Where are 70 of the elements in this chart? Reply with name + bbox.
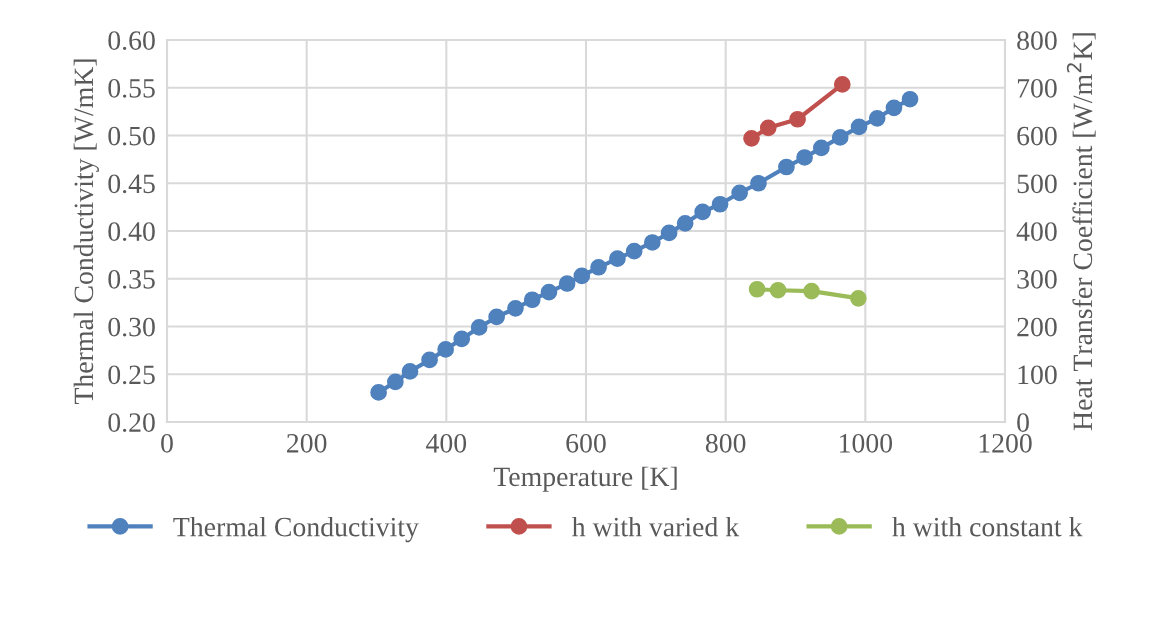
point — [625, 242, 643, 260]
point — [507, 300, 524, 317]
point — [590, 258, 607, 276]
x-tick-label: 200 — [287, 433, 327, 453]
point — [558, 275, 576, 292]
point — [796, 149, 813, 166]
point — [901, 90, 919, 108]
point — [387, 373, 404, 391]
point — [803, 282, 820, 300]
y2-tick-label: 300 — [1017, 269, 1057, 289]
point — [370, 384, 387, 401]
point — [488, 308, 505, 326]
legend-label: Thermal Conductivity — [173, 516, 419, 543]
point — [421, 351, 438, 369]
y2-tick-label: 200 — [1017, 317, 1057, 337]
point — [868, 109, 886, 127]
point — [660, 224, 678, 242]
point — [748, 280, 766, 298]
x-tick-label: 0 — [161, 433, 173, 453]
point — [540, 283, 558, 301]
y-tick-label: 0.40 — [108, 222, 155, 242]
point — [778, 158, 795, 176]
point — [401, 363, 419, 380]
y-tick-label: 0.60 — [108, 31, 155, 51]
x-tick-label: 600 — [566, 433, 606, 453]
y-tick-label: 0.20 — [108, 413, 155, 433]
legend-label: h with constant k — [892, 516, 1083, 537]
y2-tick-label: 400 — [1016, 222, 1057, 241]
point — [885, 99, 903, 117]
point — [850, 118, 868, 136]
y-tick-label: 0.30 — [108, 317, 155, 337]
point — [731, 184, 748, 202]
y2-tick-label: 600 — [1017, 126, 1057, 146]
y-tick-label: 0.50 — [108, 126, 155, 146]
x-tick-label: 400 — [426, 433, 467, 453]
point — [609, 250, 626, 268]
point — [711, 195, 729, 213]
point — [833, 76, 851, 93]
legend-label: h with varied k — [572, 516, 740, 537]
point — [850, 289, 867, 307]
point — [831, 129, 849, 146]
y-tick-label: 0.35 — [108, 269, 155, 289]
x-axis-title: Temperature [K] — [493, 466, 677, 492]
x-tick-label: 1200 — [979, 433, 1032, 453]
y2-tick-label: 800 — [1017, 31, 1057, 50]
y2-tick-label: 700 — [1017, 78, 1057, 98]
point — [676, 215, 694, 232]
y2-tick-label: 500 — [1017, 174, 1057, 194]
point — [759, 119, 777, 137]
point — [789, 110, 806, 128]
point — [573, 267, 591, 285]
point — [523, 291, 541, 309]
y-tick-label: 0.55 — [108, 78, 155, 98]
point — [453, 330, 471, 348]
y2-axis-title: Heat Transfer Coefficient [W/m$^{2}$K] — [1066, 33, 1096, 431]
y-tick-label: 0.25 — [108, 365, 155, 385]
y2-tick-label: 100 — [1018, 365, 1057, 385]
point — [750, 174, 767, 192]
point — [694, 203, 711, 221]
point — [470, 319, 488, 336]
point — [813, 139, 830, 157]
point — [644, 234, 661, 251]
point — [437, 341, 454, 358]
y-tick-label: 0.45 — [108, 174, 155, 194]
y-axis-title: Thermal Conductivity [W/mK] — [73, 59, 99, 405]
x-tick-label: 800 — [705, 433, 746, 453]
point — [743, 130, 760, 147]
x-tick-label: 1000 — [840, 433, 893, 453]
point — [769, 281, 787, 299]
y2-tick-label: 0 — [1017, 413, 1029, 432]
